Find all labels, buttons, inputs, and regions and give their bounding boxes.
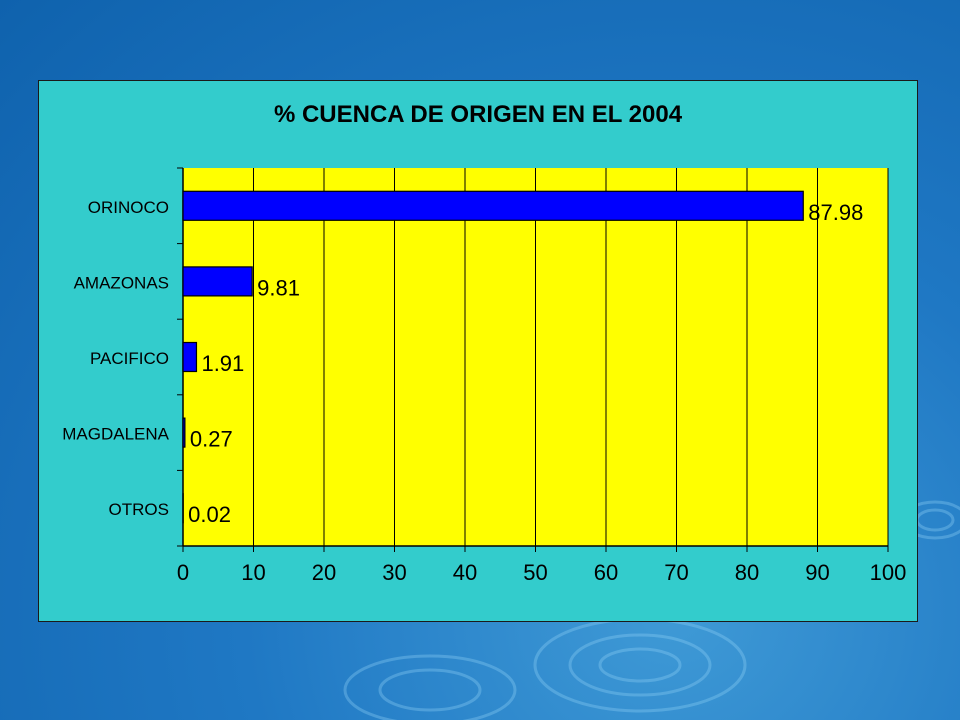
bar-amazonas [182, 266, 253, 297]
data-label-orinoco: 87.98 [808, 200, 863, 225]
x-tick-label-90: 90 [805, 560, 829, 585]
x-tick-label-100: 100 [870, 560, 907, 585]
category-label-amazonas: AMAZONAS [74, 273, 169, 292]
bar-pacifico [182, 341, 198, 373]
chart-title: % CUENCA DE ORIGEN EN EL 2004 [273, 101, 683, 128]
bar-orinoco [182, 190, 804, 221]
data-label-pacifico: 1.91 [201, 351, 244, 376]
category-label-pacifico: PACIFICO [90, 349, 169, 368]
bar-magdalena [182, 417, 186, 448]
category-label-magdalena: MAGDALENA [62, 425, 169, 444]
x-tick-label-0: 0 [177, 560, 189, 585]
x-tick-label-80: 80 [735, 560, 759, 585]
x-tick-label-30: 30 [382, 560, 406, 585]
x-tick-label-20: 20 [312, 560, 336, 585]
data-label-magdalena: 0.27 [190, 427, 233, 452]
x-tick-label-10: 10 [241, 560, 265, 585]
data-label-otros: 0.02 [188, 502, 231, 527]
x-tick-label-50: 50 [523, 560, 547, 585]
bar-chart: 0 10 20 30 40 50 60 70 80 90 100 ORINOCO 87.98 AMAZON… [62, 167, 907, 585]
x-tick-label-70: 70 [664, 560, 688, 585]
x-tick-label-60: 60 [594, 560, 618, 585]
category-label-orinoco: ORINOCO [88, 198, 169, 217]
chart-panel: % CUENCA DE ORIGEN EN EL 2004 0 10 20 30 40 5… [38, 80, 918, 622]
x-tick-label-40: 40 [453, 560, 477, 585]
category-label-otros: OTROS [109, 500, 169, 519]
data-label-amazonas: 9.81 [257, 275, 300, 300]
